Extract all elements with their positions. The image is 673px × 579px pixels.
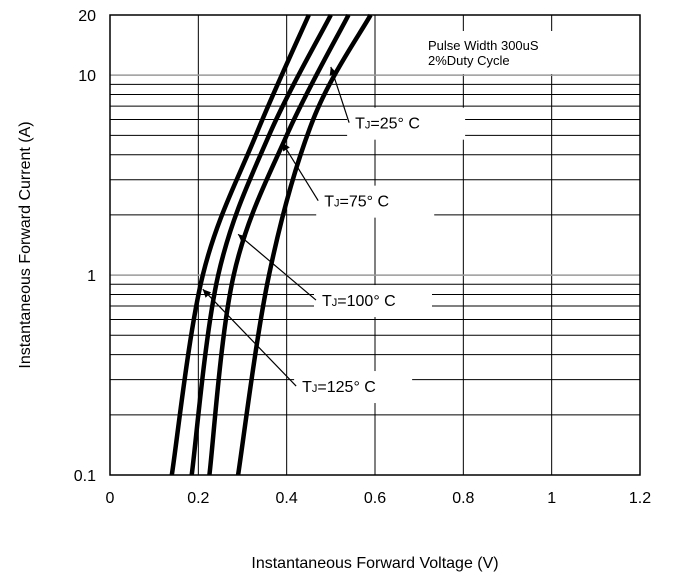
y-tick-label: 0.1: [74, 468, 96, 485]
arrow-head: [282, 142, 290, 152]
plot-frame: [109, 14, 641, 476]
y-tick-label: 10: [78, 68, 96, 85]
curve-label-box: [347, 107, 466, 140]
series-line: [235, 13, 373, 476]
x-tick-label: 0.4: [276, 490, 298, 507]
arrow-line: [330, 66, 350, 123]
note-line-1: Pulse Width 300uS: [428, 38, 539, 53]
y-tick-label: 1: [87, 268, 96, 285]
x-tick-label: 1.2: [629, 490, 651, 507]
curve-label: TJ=25° C: [355, 116, 420, 133]
series-line: [207, 13, 351, 476]
arrow-line: [202, 288, 297, 387]
series-line: [169, 14, 311, 476]
y-axis-label: Instantaneous Forward Current (A): [17, 121, 34, 368]
y-tick-label: 20: [78, 8, 96, 25]
x-tick-label: 0: [106, 490, 115, 507]
annotations: Pulse Width 300uS 2%Duty Cycle TJ=25° C T…: [202, 31, 606, 404]
x-tick-label: 0.2: [187, 490, 209, 507]
arrow-head: [202, 289, 212, 298]
tick-labels: 0 0.2 0.4 0.6 0.8 1 1.2 0.1 1 10 20: [74, 8, 651, 507]
note-line-2: 2%Duty Cycle: [428, 53, 510, 68]
x-tick-label: 1: [547, 490, 556, 507]
grid: [110, 15, 640, 475]
x-tick-label: 0.6: [364, 490, 386, 507]
arrow-line: [281, 142, 319, 201]
arrow-head: [238, 234, 247, 243]
series-line: [189, 13, 333, 476]
curve-label-box: [314, 285, 432, 318]
curve-label: TJ=100° C: [322, 293, 396, 310]
x-axis-label: Instantaneous Forward Voltage (V): [251, 555, 498, 572]
curve-label-box: [294, 371, 413, 404]
curve-label: TJ=75° C: [324, 194, 389, 211]
curve-label-box: [316, 185, 435, 218]
arrow-line: [237, 233, 317, 301]
curve-label: TJ=125° C: [302, 379, 376, 396]
arrow-head: [329, 66, 338, 76]
note-box: [420, 31, 606, 74]
x-tick-label: 0.8: [452, 490, 474, 507]
series-lines: [169, 13, 373, 476]
